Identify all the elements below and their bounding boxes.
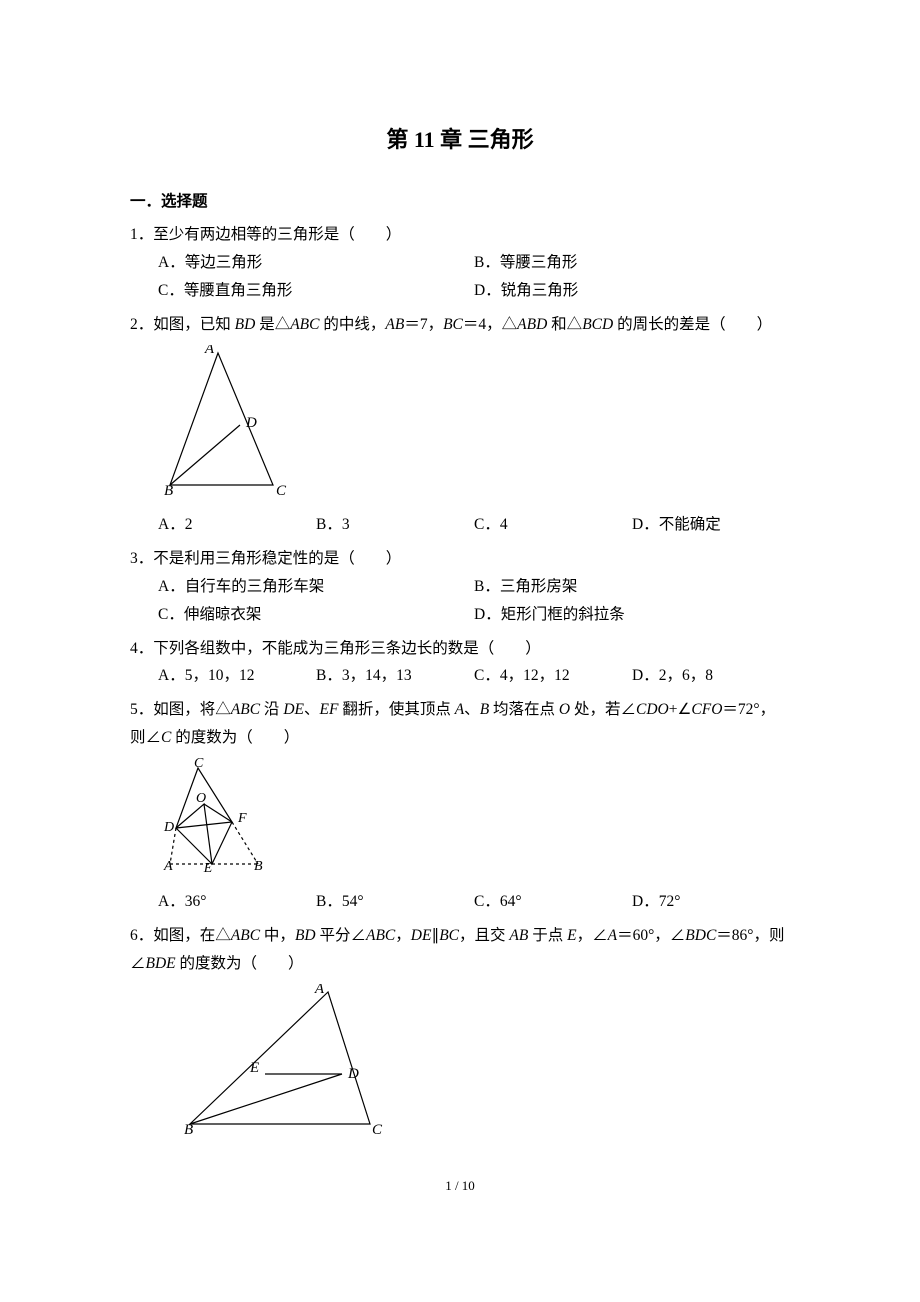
option-list: A．等边三角形 B．等腰三角形 C．等腰直角三角形 D．锐角三角形 [130, 249, 790, 305]
question-6: 6．如图，在△ABC 中，BD 平分∠ABC，DE∥BC，且交 AB 于点 E，… [130, 922, 790, 1144]
svg-text:B: B [254, 859, 263, 872]
option-d: D．矩形门框的斜拉条 [474, 601, 790, 629]
question-3: 3．不是利用三角形稳定性的是（ ） A．自行车的三角形车架 B．三角形房架 C．… [130, 545, 790, 629]
svg-text:C: C [276, 483, 287, 495]
question-1: 1．至少有两边相等的三角形是（ ） A．等边三角形 B．等腰三角形 C．等腰直角… [130, 221, 790, 305]
section-heading: 一．选择题 [130, 188, 790, 216]
question-stem: 6．如图，在△ABC 中，BD 平分∠ABC，DE∥BC，且交 AB 于点 E，… [130, 922, 790, 978]
question-stem: 1．至少有两边相等的三角形是（ ） [130, 221, 790, 249]
triangle-diagram: A B C D [158, 345, 288, 495]
question-2: 2．如图，已知 BD 是△ABC 的中线，AB＝7，BC＝4，△ABD 和△BC… [130, 311, 790, 539]
svg-text:C: C [372, 1122, 383, 1134]
fold-diagram: A B C D E F O [158, 758, 268, 872]
option-a: A．等边三角形 [158, 249, 474, 277]
option-b: B．等腰三角形 [474, 249, 790, 277]
svg-text:A: A [163, 859, 173, 872]
svg-text:D: D [347, 1066, 359, 1082]
svg-text:D: D [245, 415, 257, 431]
worksheet-page: 第 11 章 三角形 一．选择题 1．至少有两边相等的三角形是（ ） A．等边三… [0, 0, 920, 1237]
option-c: C．64° [474, 888, 632, 916]
option-d: D．72° [632, 888, 790, 916]
question-stem: 3．不是利用三角形稳定性的是（ ） [130, 545, 790, 573]
svg-text:A: A [204, 345, 215, 357]
option-c: C．伸缩晾衣架 [158, 601, 474, 629]
option-b: B．3，14，13 [316, 662, 474, 690]
question-stem: 5．如图，将△ABC 沿 DE、EF 翻折，使其顶点 A、B 均落在点 O 处，… [130, 696, 790, 752]
option-b: B．三角形房架 [474, 573, 790, 601]
option-b: B．54° [316, 888, 474, 916]
svg-text:B: B [164, 483, 173, 495]
option-list: A．36° B．54° C．64° D．72° [130, 888, 790, 916]
option-b: B．3 [316, 511, 474, 539]
option-a: A．5，10，12 [158, 662, 316, 690]
option-c: C．4，12，12 [474, 662, 632, 690]
bisector-diagram: A B C D E [180, 984, 400, 1134]
svg-text:D: D [163, 820, 174, 835]
option-c: C．4 [474, 511, 632, 539]
figure-q5: A B C D E F O [130, 758, 790, 882]
figure-q2: A B C D [130, 345, 790, 505]
option-list: A．2 B．3 C．4 D．不能确定 [130, 511, 790, 539]
svg-text:O: O [196, 791, 206, 806]
svg-text:A: A [314, 984, 325, 997]
option-a: A．2 [158, 511, 316, 539]
stem-text: 5．如图，将△ABC 沿 DE、EF 翻折，使其顶点 A、B 均落在点 O 处，… [130, 701, 775, 746]
svg-text:B: B [184, 1122, 193, 1134]
question-stem: 4．下列各组数中，不能成为三角形三条边长的数是（ ） [130, 635, 790, 663]
option-a: A．36° [158, 888, 316, 916]
svg-text:F: F [237, 811, 247, 826]
svg-text:C: C [194, 758, 204, 771]
page-number: 1 / 10 [130, 1174, 790, 1197]
question-4: 4．下列各组数中，不能成为三角形三条边长的数是（ ） A．5，10，12 B．3… [130, 635, 790, 691]
svg-text:E: E [203, 861, 213, 872]
option-c: C．等腰直角三角形 [158, 277, 474, 305]
option-list: A．自行车的三角形车架 B．三角形房架 C．伸缩晾衣架 D．矩形门框的斜拉条 [130, 573, 790, 629]
question-5: 5．如图，将△ABC 沿 DE、EF 翻折，使其顶点 A、B 均落在点 O 处，… [130, 696, 790, 916]
option-d: D．锐角三角形 [474, 277, 790, 305]
option-a: A．自行车的三角形车架 [158, 573, 474, 601]
option-d: D．2，6，8 [632, 662, 790, 690]
option-d: D．不能确定 [632, 511, 790, 539]
figure-q6: A B C D E [130, 984, 790, 1144]
page-title: 第 11 章 三角形 [130, 120, 790, 160]
svg-text:E: E [249, 1060, 259, 1076]
question-stem: 2．如图，已知 BD 是△ABC 的中线，AB＝7，BC＝4，△ABD 和△BC… [130, 311, 790, 339]
option-list: A．5，10，12 B．3，14，13 C．4，12，12 D．2，6，8 [130, 662, 790, 690]
